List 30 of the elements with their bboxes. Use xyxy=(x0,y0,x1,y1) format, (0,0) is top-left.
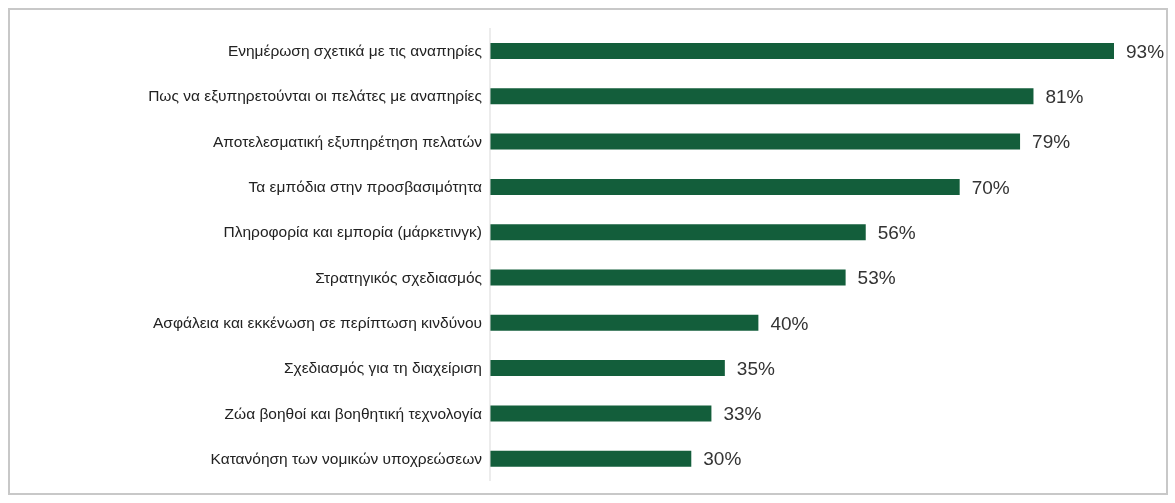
bar xyxy=(490,314,759,331)
y-tick-label: Ζώα βοηθοί και βοηθητική τεχνολογία xyxy=(224,404,483,422)
y-tick-label: Στρατηγικός σχεδιασμός xyxy=(315,268,482,286)
y-tick-label: Ενημέρωση σχετικά με τις αναπηρίες xyxy=(227,42,482,60)
bar xyxy=(490,133,1021,150)
data-label: 33% xyxy=(723,403,762,425)
bar xyxy=(490,178,960,195)
data-label: 30% xyxy=(703,448,742,470)
y-tick-label: Πληροφορία και εμπορία (μάρκετινγκ) xyxy=(223,223,482,241)
bar xyxy=(490,450,692,467)
data-label: 81% xyxy=(1045,86,1084,108)
bar xyxy=(490,405,712,422)
data-label: 93% xyxy=(1126,40,1165,62)
data-label: 70% xyxy=(971,176,1010,198)
y-tick-label: Αποτελεσματική εξυπηρέτηση πελατών xyxy=(212,132,483,150)
y-tick-label: Σχεδιασμός για τη διαχείριση xyxy=(283,359,482,377)
y-tick-label: Τα εμπόδια στην προσβασιμότητα xyxy=(248,178,483,196)
bar xyxy=(490,224,866,241)
bar xyxy=(490,88,1034,105)
data-label: 53% xyxy=(857,267,896,289)
bar xyxy=(490,269,846,286)
bar xyxy=(490,43,1114,59)
data-label: 79% xyxy=(1032,131,1071,153)
data-label: 56% xyxy=(877,221,916,243)
y-tick-label: Πως να εξυπηρετούνται οι πελάτες με αναπηρίες xyxy=(148,87,482,105)
data-label: 40% xyxy=(770,312,809,334)
bar xyxy=(490,360,725,377)
y-tick-label: Ασφάλεια και εκκένωση σε περίπτωση κινδύνου xyxy=(153,313,482,331)
data-label: 35% xyxy=(736,357,775,379)
y-tick-label: Κατανόηση των νομικών υποχρεώσεων xyxy=(210,449,483,467)
